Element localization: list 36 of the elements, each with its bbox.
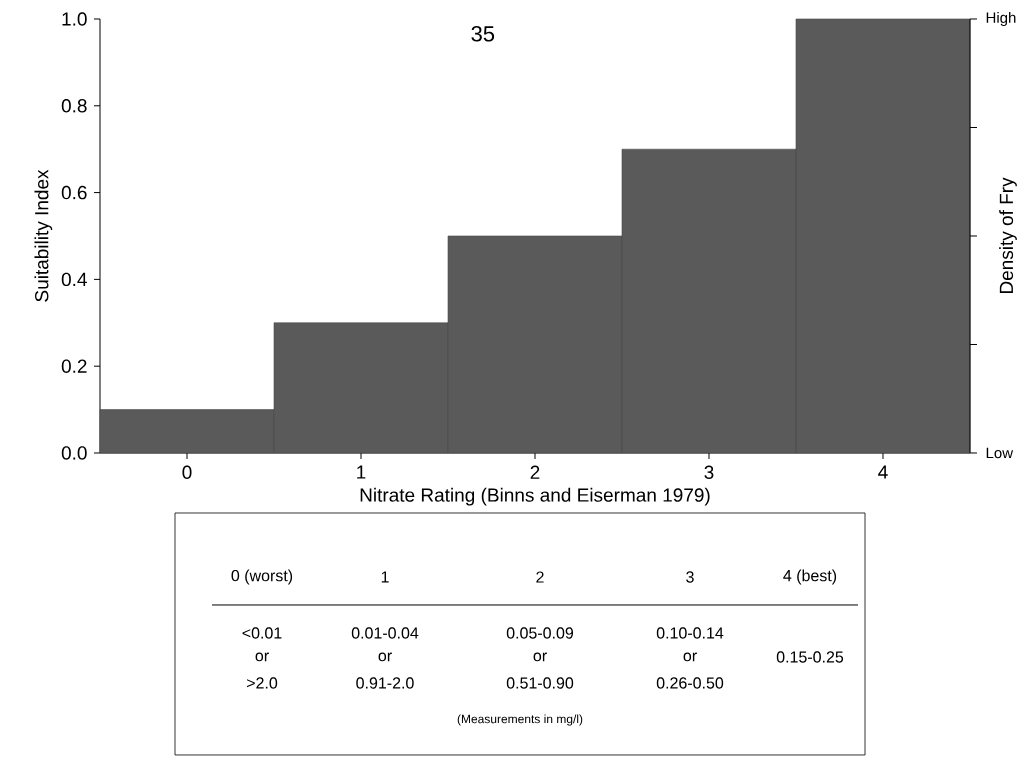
- y2-axis-title: Density of Fry: [999, 177, 1017, 294]
- text: 2: [536, 571, 544, 583]
- text: or: [683, 652, 697, 662]
- y-tick-label: 0.0: [61, 446, 87, 460]
- y-tick-label: 0.8: [61, 99, 87, 113]
- text: or: [255, 652, 269, 662]
- y-tick-label: 1.0: [62, 12, 87, 26]
- y-tick-label: 0.2: [61, 359, 87, 373]
- text: 0.51-0.90: [506, 677, 574, 689]
- x-tick-label: 0: [182, 465, 192, 479]
- text: (Measurements in mg/l): [457, 714, 583, 726]
- text: 0.05-0.09: [506, 627, 574, 639]
- text: or: [378, 652, 392, 662]
- text: 0.15-0.25: [776, 651, 844, 663]
- text: 4 (best): [783, 569, 837, 585]
- text: 1: [381, 571, 389, 583]
- y-tick-label: 0.6: [61, 185, 87, 200]
- x-tick-label: 4: [878, 465, 888, 479]
- text: 0.01-0.04: [351, 627, 419, 639]
- text: 0 (worst): [231, 569, 293, 585]
- text: 3: [686, 571, 694, 583]
- x-tick-label: 3: [704, 465, 714, 479]
- text: Low: [986, 447, 1014, 459]
- text: 0.91-2.0: [356, 677, 414, 689]
- text: 0.26-0.50: [656, 677, 724, 689]
- x-axis-title: Nitrate Rating (Binns and Eiserman 1979): [360, 487, 710, 506]
- text: >2.0: [247, 677, 278, 689]
- x-tick-label: 2: [530, 465, 540, 479]
- text: <0.01: [242, 627, 282, 639]
- y-tick-label: 0.4: [61, 272, 87, 287]
- text: 0.10-0.14: [656, 627, 724, 639]
- text: High: [986, 12, 1016, 26]
- x-tick-label: 1: [357, 465, 366, 479]
- text: or: [533, 652, 547, 662]
- chart-title: 35: [471, 26, 495, 42]
- y-axis-title: Suitability Index: [34, 169, 53, 302]
